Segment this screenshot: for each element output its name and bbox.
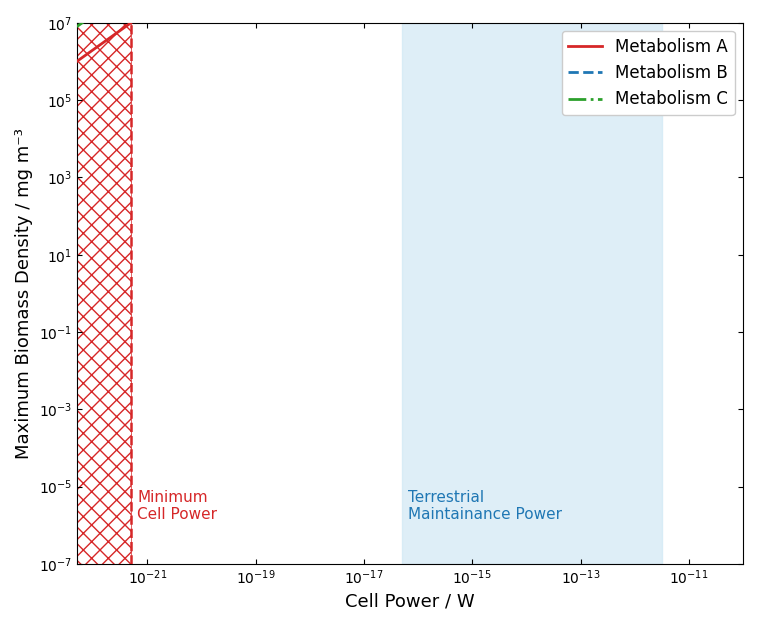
Metabolism A — [140, 9, 149, 17]
Bar — [77, 23, 131, 564]
Text: Terrestrial
Maintainance Power: Terrestrial Maintainance Power — [408, 490, 562, 522]
Line: Metabolism A: Metabolism A — [77, 0, 743, 61]
Line: Metabolism C: Metabolism C — [77, 0, 743, 27]
Legend: Metabolism A, Metabolism B, Metabolism C: Metabolism A, Metabolism B, Metabolism C — [562, 31, 735, 115]
Metabolism B — [72, 8, 81, 15]
X-axis label: Cell Power / W: Cell Power / W — [345, 593, 475, 611]
Text: Minimum
Cell Power: Minimum Cell Power — [137, 490, 217, 522]
Bar — [402, 23, 662, 564]
Metabolism C — [72, 23, 81, 31]
Metabolism A — [72, 58, 81, 65]
Y-axis label: Maximum Biomass Density / mg m⁻³: Maximum Biomass Density / mg m⁻³ — [15, 128, 33, 459]
Line: Metabolism B: Metabolism B — [77, 0, 743, 11]
